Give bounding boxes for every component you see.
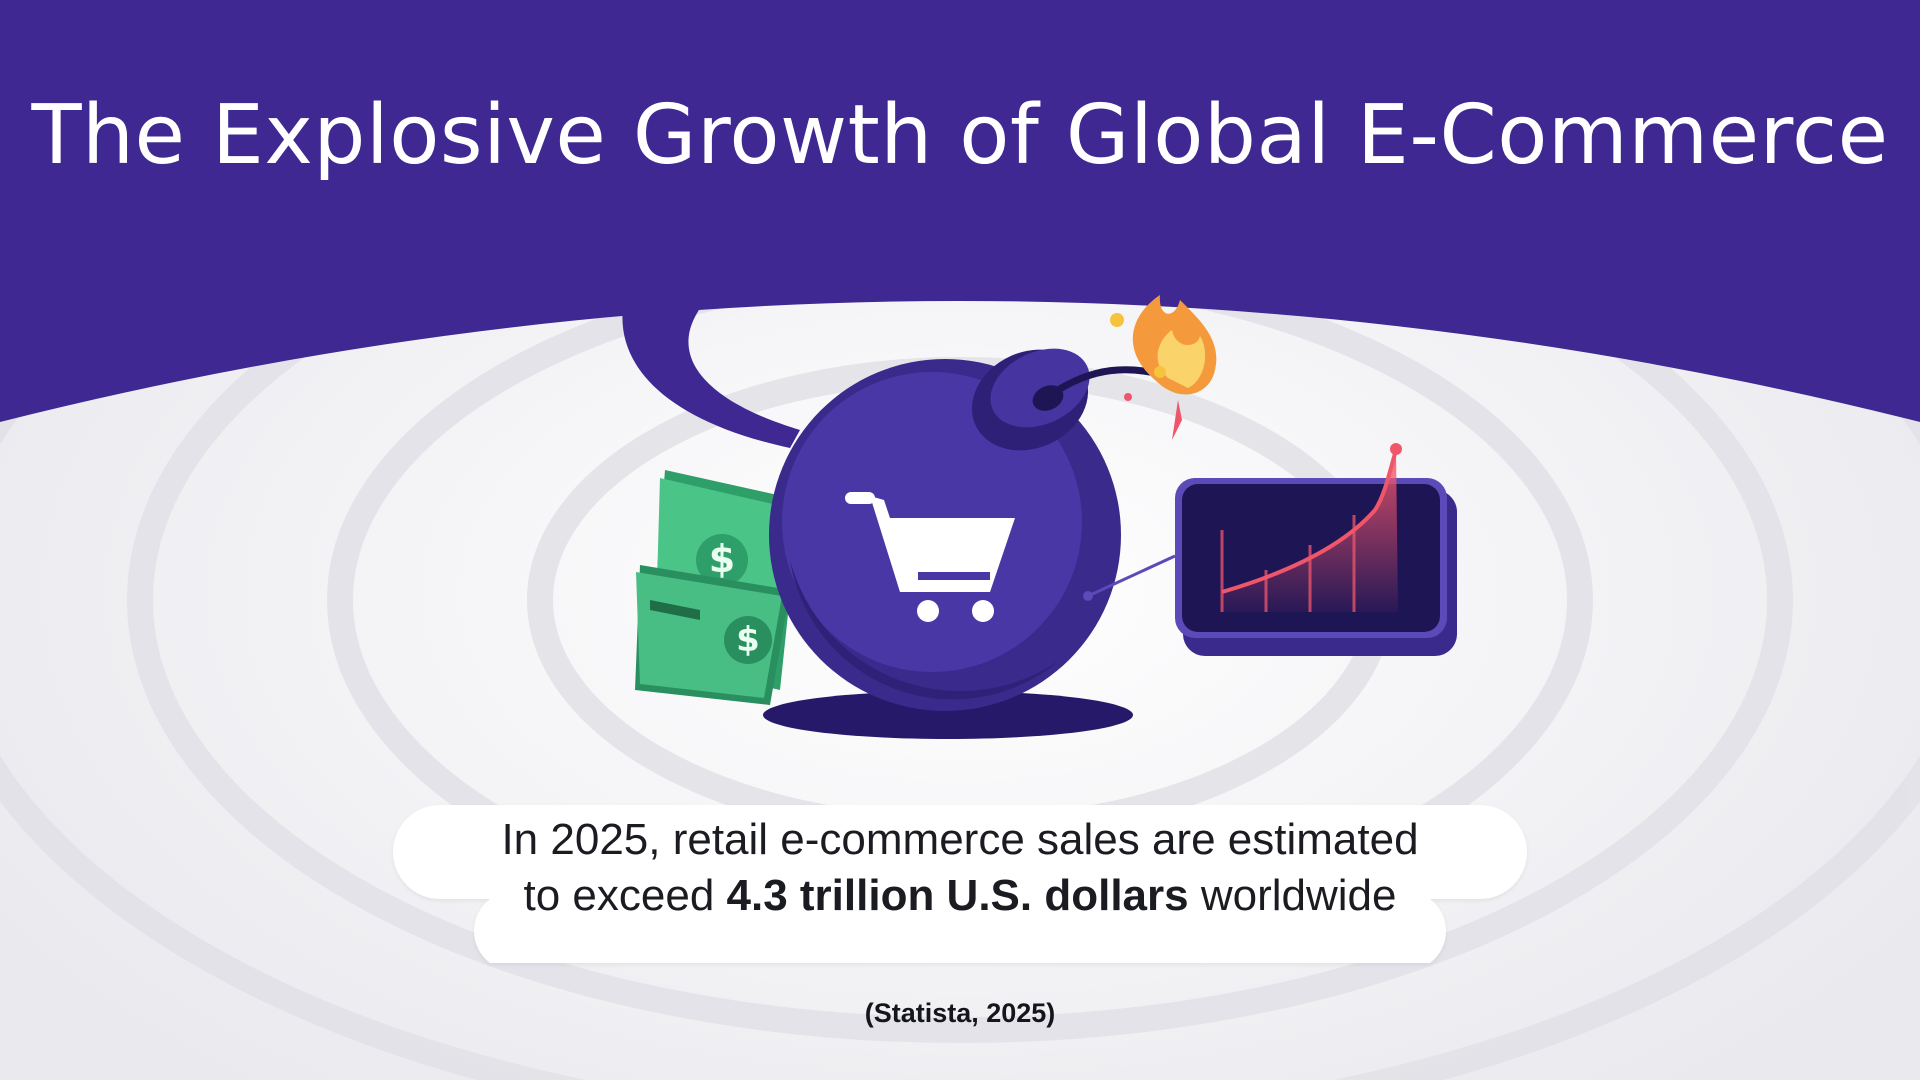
smoke-trail	[622, 296, 800, 448]
svg-text:$: $	[736, 620, 760, 660]
slide-title: The Explosive Growth of Global E-Commerc…	[31, 88, 1889, 183]
dollar-bills-icon: $ $	[635, 470, 800, 705]
caption-line-1: In 2025, retail e-commerce sales are est…	[501, 815, 1419, 864]
header-band	[0, 0, 1920, 422]
source-citation: (Statista, 2025)	[864, 998, 1056, 1028]
growth-chart-icon	[1175, 443, 1457, 656]
connector-line	[1087, 554, 1176, 598]
bomb-shadow	[763, 691, 1133, 739]
svg-text:$: $	[709, 537, 735, 581]
flame-icon	[1110, 295, 1217, 440]
caption-line-2: to exceed 4.3 trillion U.S. dollars worl…	[0, 868, 1920, 924]
caption-prefix: to exceed	[523, 871, 727, 920]
caption-highlight: 4.3 trillion U.S. dollars	[726, 871, 1189, 920]
caption-bubble	[393, 805, 1527, 963]
shopping-cart-icon	[845, 492, 1015, 622]
caption-suffix: worldwide	[1188, 871, 1397, 920]
caption-text: In 2025, retail e-commerce sales are est…	[0, 812, 1920, 924]
